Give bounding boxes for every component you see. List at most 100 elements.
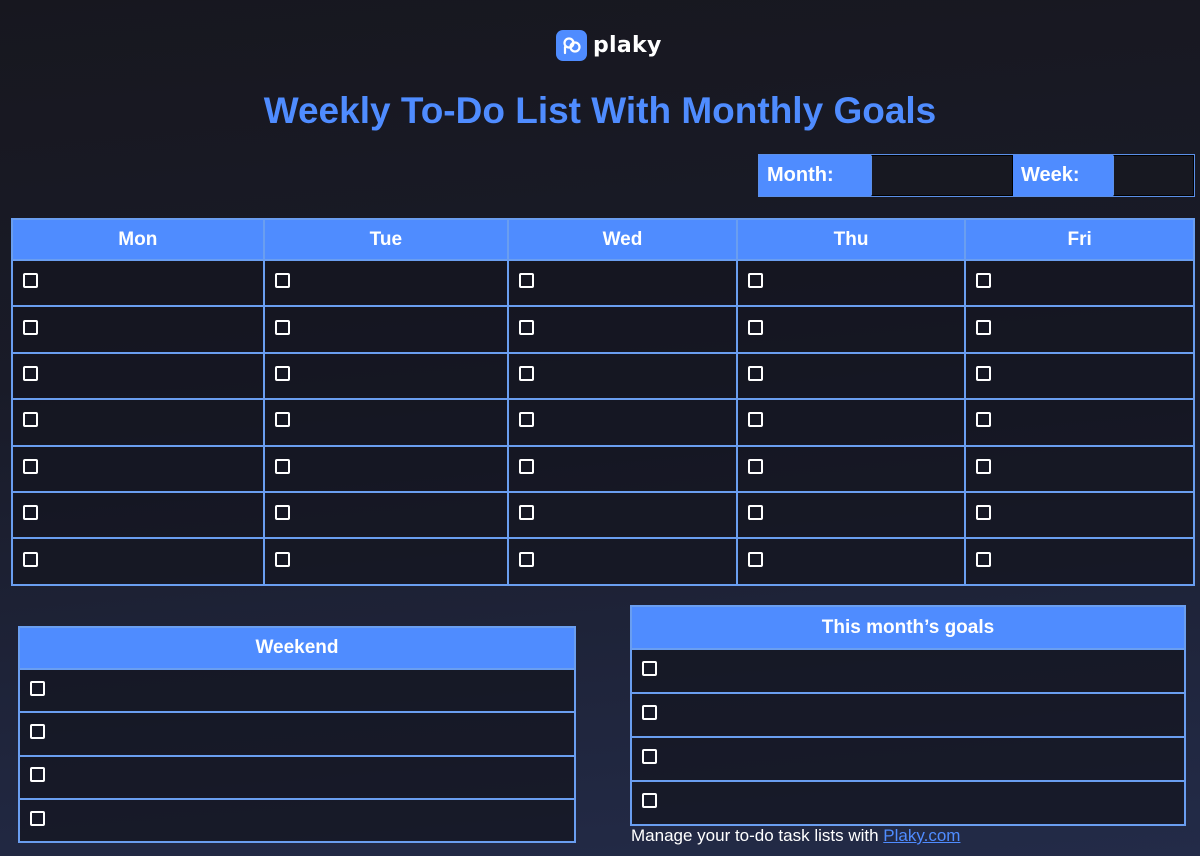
- task-cell-tue[interactable]: [262, 490, 510, 540]
- task-cell-mon[interactable]: [11, 444, 265, 493]
- task-cell-wed[interactable]: [507, 398, 738, 447]
- task-cell-fri[interactable]: [964, 490, 1195, 540]
- checkbox[interactable]: [747, 551, 763, 567]
- checkbox[interactable]: [747, 273, 763, 289]
- task-cell-thu[interactable]: [735, 258, 967, 308]
- checkbox[interactable]: [747, 458, 763, 474]
- task-cell-tue[interactable]: [262, 258, 510, 308]
- checkbox[interactable]: [30, 767, 45, 783]
- task-cell-fri[interactable]: [964, 537, 1195, 586]
- task-cell-wed[interactable]: [507, 305, 738, 354]
- task-cell-fri[interactable]: [964, 398, 1195, 447]
- checkbox[interactable]: [30, 723, 45, 739]
- task-cell-fri[interactable]: [964, 305, 1195, 354]
- task-cell-mon[interactable]: [11, 398, 265, 447]
- task-cell-thu[interactable]: [735, 351, 967, 401]
- checkbox[interactable]: [23, 551, 38, 567]
- weekend-task-cell[interactable]: [18, 667, 576, 714]
- checkbox[interactable]: [30, 680, 45, 696]
- week-label: Week:: [1013, 155, 1113, 196]
- checkbox[interactable]: [23, 365, 38, 381]
- month-input[interactable]: [871, 155, 1013, 196]
- task-cell-tue[interactable]: [262, 444, 510, 493]
- task-cell-mon[interactable]: [11, 305, 265, 354]
- checkbox[interactable]: [976, 319, 992, 335]
- task-cell-wed[interactable]: [507, 258, 738, 308]
- task-cell-thu[interactable]: [735, 398, 967, 447]
- checkbox[interactable]: [23, 505, 38, 521]
- task-cell-mon[interactable]: [11, 258, 265, 308]
- checkbox[interactable]: [30, 810, 45, 826]
- checkbox[interactable]: [747, 365, 763, 381]
- goals-task-cell[interactable]: [630, 648, 1186, 694]
- page-title: Weekly To-Do List With Monthly Goals: [263, 90, 937, 131]
- checkbox[interactable]: [519, 505, 535, 521]
- task-cell-thu[interactable]: [735, 444, 967, 493]
- task-cell-tue[interactable]: [262, 398, 510, 447]
- checkbox[interactable]: [274, 551, 290, 567]
- checkbox[interactable]: [642, 793, 657, 808]
- checkbox[interactable]: [23, 458, 38, 474]
- checkbox[interactable]: [23, 273, 38, 289]
- task-cell-wed[interactable]: [507, 537, 738, 586]
- column-header-tue: Tue: [262, 218, 510, 261]
- checkbox[interactable]: [23, 319, 38, 335]
- footer-text: Manage your to-do task lists with: [631, 826, 884, 845]
- checkbox[interactable]: [976, 273, 992, 289]
- weekend-table: Weekend: [18, 626, 576, 844]
- checkbox[interactable]: [747, 319, 763, 335]
- weekly-table: Mon Tue Wed Thu Fri: [11, 218, 1195, 586]
- week-input[interactable]: [1113, 155, 1194, 196]
- checkbox[interactable]: [747, 412, 763, 428]
- table-row: [18, 754, 576, 800]
- weekend-task-cell[interactable]: [18, 754, 576, 800]
- checkbox[interactable]: [519, 412, 535, 428]
- task-cell-wed[interactable]: [507, 351, 738, 401]
- checkbox[interactable]: [976, 412, 992, 428]
- task-cell-tue[interactable]: [262, 305, 510, 354]
- task-cell-mon[interactable]: [11, 490, 265, 540]
- checkbox[interactable]: [519, 551, 535, 567]
- task-cell-thu[interactable]: [735, 305, 967, 354]
- task-cell-fri[interactable]: [964, 351, 1195, 401]
- month-label: Month:: [759, 155, 871, 196]
- checkbox[interactable]: [274, 412, 290, 428]
- checkbox[interactable]: [23, 412, 38, 428]
- checkbox[interactable]: [519, 365, 535, 381]
- goals-task-cell[interactable]: [630, 736, 1186, 782]
- checkbox[interactable]: [747, 505, 763, 521]
- checkbox[interactable]: [976, 505, 992, 521]
- task-cell-mon[interactable]: [11, 351, 265, 401]
- checkbox[interactable]: [642, 661, 657, 676]
- checkbox[interactable]: [976, 365, 992, 381]
- task-cell-wed[interactable]: [507, 444, 738, 493]
- checkbox[interactable]: [519, 273, 535, 289]
- checkbox[interactable]: [642, 705, 657, 720]
- checkbox[interactable]: [642, 749, 657, 764]
- month-week-box: Month: Week:: [758, 154, 1195, 197]
- goals-task-cell[interactable]: [630, 780, 1186, 826]
- checkbox[interactable]: [976, 551, 992, 567]
- checkbox[interactable]: [274, 505, 290, 521]
- task-cell-tue[interactable]: [262, 537, 510, 586]
- checkbox[interactable]: [274, 319, 290, 335]
- checkbox[interactable]: [519, 458, 535, 474]
- checkbox[interactable]: [274, 273, 290, 289]
- task-cell-mon[interactable]: [11, 537, 265, 586]
- task-cell-thu[interactable]: [735, 490, 967, 540]
- weekend-task-cell[interactable]: [18, 711, 576, 757]
- checkbox[interactable]: [274, 458, 290, 474]
- table-row: [18, 667, 576, 714]
- plaky-link[interactable]: Plaky.com: [883, 826, 961, 845]
- checkbox[interactable]: [274, 365, 290, 381]
- table-row: [11, 351, 1195, 401]
- task-cell-fri[interactable]: [964, 444, 1195, 493]
- checkbox[interactable]: [976, 458, 992, 474]
- task-cell-thu[interactable]: [735, 537, 967, 586]
- task-cell-tue[interactable]: [262, 351, 510, 401]
- weekend-task-cell[interactable]: [18, 797, 576, 844]
- checkbox[interactable]: [519, 319, 535, 335]
- task-cell-fri[interactable]: [964, 258, 1195, 308]
- task-cell-wed[interactable]: [507, 490, 738, 540]
- goals-task-cell[interactable]: [630, 692, 1186, 738]
